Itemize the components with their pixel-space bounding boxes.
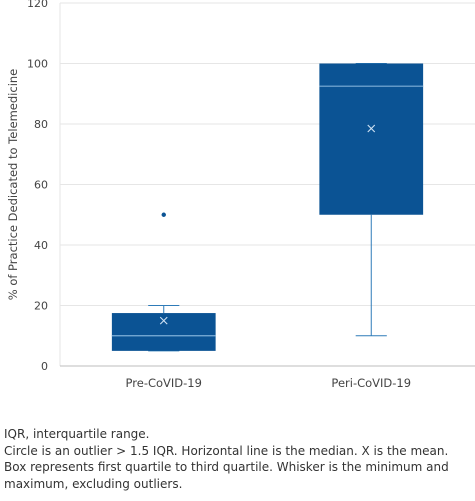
iqr-box — [319, 63, 424, 215]
x-category-label: Peri-CoVID-19 — [331, 376, 411, 390]
box-group — [111, 212, 216, 352]
grid-lines — [59, 2, 475, 366]
x-axis-categories: Pre-CoVID-19 Peri-CoVID-19 — [126, 376, 412, 390]
note-legend: Circle is an outlier > 1.5 IQR. Horizont… — [4, 443, 449, 491]
mean-marker — [367, 124, 376, 133]
y-tick-label: 20 — [34, 300, 48, 313]
figure-notes: IQR, interquartile range. Circle is an o… — [4, 426, 472, 492]
y-tick-label: 80 — [34, 118, 48, 131]
y-tick-label: 0 — [41, 360, 48, 373]
box-group — [319, 63, 424, 337]
mean-marker — [159, 316, 168, 325]
x-category-label: Pre-CoVID-19 — [126, 376, 202, 390]
y-tick-label: 60 — [34, 179, 48, 192]
y-axis-ticks: 0 20 40 60 80 100 120 — [27, 0, 48, 373]
note-abbreviation: IQR, interquartile range. — [4, 427, 150, 441]
iqr-box — [111, 313, 216, 351]
boxes — [111, 63, 424, 352]
y-axis-title: % of Practice Dedicated to Telemedicine — [6, 69, 20, 301]
y-tick-label: 100 — [27, 58, 48, 71]
outlier-point — [161, 212, 166, 217]
y-tick-label: 40 — [34, 239, 48, 252]
y-tick-label: 120 — [27, 0, 48, 10]
box-plot-chart: 0 20 40 60 80 100 120 Pre-CoVID-19 Peri-CoVID-1… — [6, 0, 475, 390]
